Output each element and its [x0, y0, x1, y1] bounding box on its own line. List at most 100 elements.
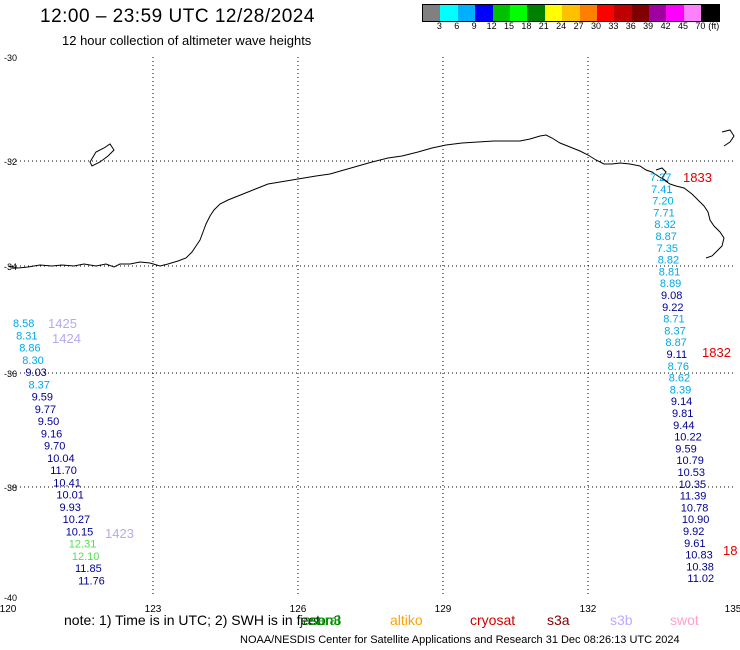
- longitude-label: 135: [725, 604, 740, 615]
- australia-south-coast: [7, 134, 725, 269]
- kangaroo-island: [89, 143, 115, 167]
- wave-height-value: 9.59: [675, 443, 696, 455]
- wave-height-value: 10.35: [679, 479, 707, 491]
- wave-height-value: 8.86: [19, 343, 40, 355]
- wave-height-value: 10.53: [678, 467, 706, 479]
- wave-height-value: 10.22: [674, 432, 702, 444]
- latitude-label: -38: [4, 483, 17, 493]
- wave-height-value: 7.35: [657, 243, 678, 255]
- wave-height-value: 11.85: [75, 563, 102, 575]
- wave-height-value: 9.11: [667, 349, 688, 361]
- wave-height-value: 8.30: [22, 355, 43, 367]
- wave-height-value: 8.37: [664, 325, 685, 337]
- latitude-label: -40: [4, 593, 17, 603]
- pass-time-label: 1424: [52, 331, 81, 346]
- wave-height-value: 9.03: [25, 367, 46, 379]
- wave-height-value: 9.81: [672, 408, 693, 420]
- latitude-label: -34: [4, 262, 17, 272]
- coastline: [7, 129, 735, 269]
- color-swatch: [440, 5, 458, 21]
- satellite-source-jason3: jason3: [300, 612, 342, 628]
- color-scale-label: 39: [643, 21, 654, 31]
- wave-height-value: 11.70: [50, 465, 77, 477]
- color-swatch: [562, 5, 580, 21]
- coast-fragment-ne: [721, 129, 735, 147]
- color-swatch: [527, 5, 545, 21]
- latitude-label: -32: [4, 157, 17, 167]
- longitude-label: 126: [290, 604, 307, 615]
- color-scale-label: 27: [573, 21, 584, 31]
- pass-time-label: 1425: [48, 316, 77, 331]
- wave-height-value: 8.71: [663, 314, 684, 326]
- coast-small-bay: [655, 167, 669, 183]
- wave-height-value: 10.27: [63, 514, 91, 526]
- color-scale-label: 15: [503, 21, 515, 31]
- map-subtitle: 12 hour collection of altimeter wave hei…: [62, 33, 312, 48]
- footer-credit: NOAA/NESDIS Center for Satellite Applica…: [240, 634, 680, 646]
- wave-height-value: 9.22: [662, 302, 683, 314]
- satellite-source-s3b: s3b: [610, 612, 633, 628]
- color-swatch: [666, 5, 684, 21]
- color-swatch: [423, 5, 441, 21]
- wave-height-value: 8.76: [668, 361, 689, 373]
- color-swatch: [579, 5, 597, 21]
- wave-height-value: 11.39: [680, 491, 707, 503]
- color-scale-label: 6: [454, 21, 460, 31]
- longitude-label: 123: [145, 604, 162, 615]
- wave-height-value: 11.02: [687, 573, 714, 585]
- wave-height-value: 9.77: [35, 404, 56, 416]
- wave-height-value: 7.71: [653, 207, 674, 219]
- wave-height-value: 9.92: [683, 526, 704, 538]
- color-scale-label: 30: [590, 21, 602, 31]
- wave-height-value: 9.50: [38, 416, 59, 428]
- satellite-source-altiko: altiko: [390, 612, 423, 628]
- color-scale-label: 45: [677, 21, 689, 31]
- wave-height-value: 10.15: [66, 526, 94, 538]
- satellite-source-swot: swot: [670, 612, 699, 628]
- east-satellite-track: 7.277.417.207.718.328.877.358.828.818.89…: [650, 170, 737, 585]
- wave-height-value: 9.61: [684, 538, 705, 550]
- pass-time-label: 1833: [683, 170, 712, 185]
- color-scale-label: 36: [625, 21, 636, 31]
- color-scale-label: 12: [486, 21, 497, 31]
- wave-height-value: 9.14: [671, 396, 692, 408]
- wave-height-value: 12.10: [72, 551, 100, 563]
- color-swatch: [544, 5, 563, 21]
- color-scale-labels: 3 6 9 12 15 18 21 24 27 30 33 36 39 42 45 70 (ft): [422, 21, 740, 33]
- wave-height-value: 10.79: [676, 455, 704, 467]
- wave-height-value: 8.87: [665, 337, 686, 349]
- longitude-label: 120: [0, 604, 17, 615]
- wave-height-value: 9.44: [673, 420, 694, 432]
- color-swatch: [457, 5, 476, 21]
- color-scale-label: 9: [471, 21, 477, 31]
- color-swatch: [701, 5, 719, 21]
- wave-height-value: 10.01: [56, 490, 84, 502]
- color-scale-label: 33: [608, 21, 619, 31]
- satellite-source-cryosat: cryosat: [470, 612, 516, 628]
- wave-height-value: 10.90: [682, 514, 710, 526]
- latitude-label: -36: [4, 369, 17, 379]
- color-scale-label: 24: [556, 21, 567, 31]
- pass-time-label: 1832: [702, 345, 731, 360]
- units-note: note: 1) Time is in UTC; 2) SWH is in fe…: [64, 612, 320, 628]
- color-swatch: [492, 5, 510, 21]
- longitude-label: 129: [435, 604, 452, 615]
- wave-height-value: 9.93: [60, 502, 81, 514]
- wave-height-value: 8.31: [16, 330, 37, 342]
- color-swatch: [475, 5, 493, 21]
- wave-height-value: 9.08: [661, 290, 682, 302]
- wave-height-value: 8.58: [13, 318, 34, 330]
- wave-height-value: 7.27: [650, 172, 671, 184]
- wave-height-value: 7.20: [652, 196, 673, 208]
- color-swatch: [509, 5, 528, 21]
- wave-height-value: 11.76: [78, 575, 105, 587]
- wave-height-value: 10.78: [681, 502, 709, 514]
- wave-height-value: 9.70: [44, 441, 65, 453]
- pass-time-label: 18: [723, 543, 737, 558]
- color-swatch: [649, 5, 667, 21]
- wave-height-value: 12.31: [69, 539, 97, 551]
- longitude-label: 132: [580, 604, 597, 615]
- wave-height-value: 10.83: [685, 550, 713, 562]
- color-scale-label: 21: [538, 21, 549, 31]
